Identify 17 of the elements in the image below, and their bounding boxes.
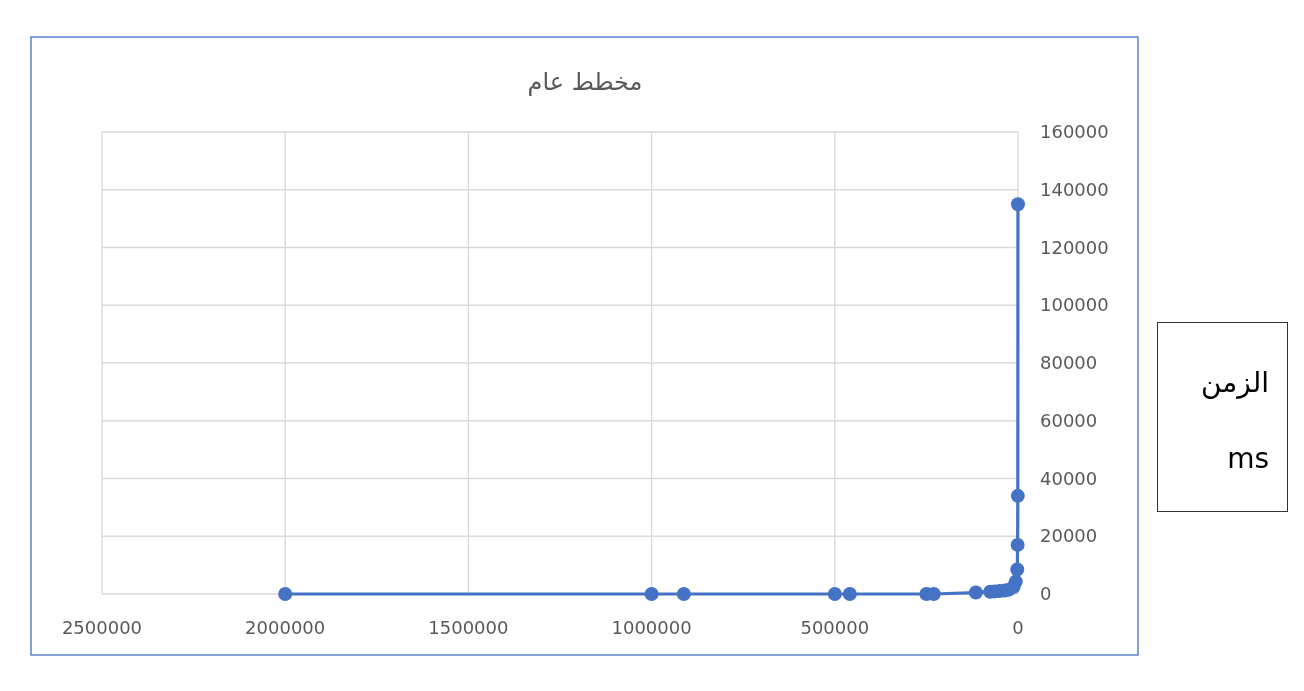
y-tick-label: 60000	[1040, 409, 1098, 431]
y-tick-label: 140000	[1040, 178, 1109, 200]
y-tick-label: 100000	[1040, 294, 1109, 316]
y-tick-label: 0	[1040, 583, 1052, 604]
y-tick-label: 80000	[1040, 352, 1098, 373]
x-tick-label: 2000000	[245, 617, 326, 638]
x-tick-label: 2500000	[61, 617, 143, 638]
text: الزمن ms	[1200, 366, 1269, 475]
y-tick-label: 120000	[1040, 236, 1109, 258]
x-tick-label: 1000000	[611, 617, 692, 638]
y-tick-label: 160000	[1040, 121, 1109, 142]
chart-title: مخطط عام	[527, 68, 643, 96]
y-tick-label: 40000	[1040, 467, 1098, 489]
x-tick-label: 1500000	[428, 617, 509, 638]
y-tick-label: 20000	[1040, 525, 1098, 547]
x-tick-label: 500000	[800, 617, 870, 638]
x-tick-label: 0	[1012, 617, 1024, 638]
